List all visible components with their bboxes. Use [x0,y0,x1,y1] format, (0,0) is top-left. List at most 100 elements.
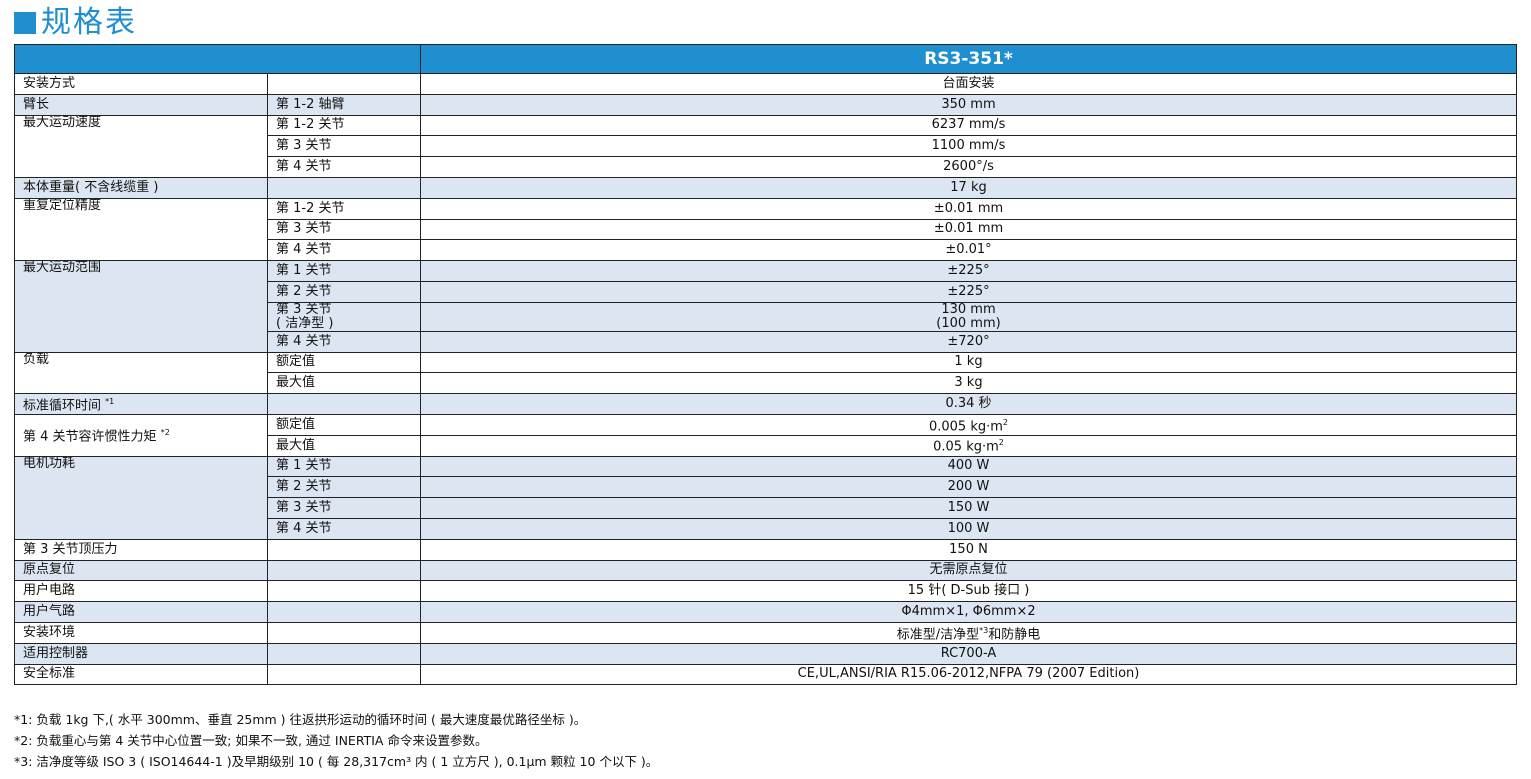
spec-label: 安全标准 [14,663,268,686]
table-row: 第 3 关节 1100 mm/s [15,135,1517,158]
spec-label: 用户电路 [14,580,268,603]
spec-value: 17 kg [420,176,1517,199]
table-row: 原点复位 无需原点复位 [14,559,1517,582]
table-row: 第 3 关节 150 W [15,497,1517,519]
spec-label: 电机功耗 [14,455,268,540]
spec-value: ±720° [420,330,1517,353]
footnote-marker: *3 [979,625,989,635]
table-row: 第 3 关节 ( 洁净型 ) 130 mm (100 mm) [15,301,1517,332]
spec-sublabel: 第 4 关节 [267,156,421,178]
spec-sublabel: 第 4 关节 [267,517,421,540]
spec-sublabel [267,559,421,582]
spec-value: 台面安装 [420,73,1517,95]
spec-label: 第 3 关节顶压力 [14,538,268,561]
spec-label: 原点复位 [14,559,268,582]
table-row: 安全标准 CE,UL,ANSI/RIA R15.06-2012,NFPA 79 … [14,663,1517,686]
table-row: 重复定位精度 第 1-2 关节 ±0.01 mm [14,197,1517,262]
spec-value-text: 标准型/洁净型 [896,626,980,642]
spec-label: 第 4 关节容许惯性力矩 *2 [14,413,268,457]
spec-sublabel [267,601,421,623]
table-row: 最大值 0.05 kg·m2 [15,434,1517,457]
spec-label: 适用控制器 [14,642,268,665]
spec-value: 130 mm (100 mm) [420,301,1517,332]
spec-value: 3 kg [420,372,1517,395]
spec-table: RS3-351* 安装方式 台面安装 臂长 第 1-2 轴臂 350 mm 最大… [14,44,1517,686]
spec-value: ±0.01 mm [420,218,1517,241]
spec-value: 350 mm [420,93,1517,116]
spec-sublabel: 额定值 [267,351,421,374]
spec-value: CE,UL,ANSI/RIA R15.06-2012,NFPA 79 (2007… [420,663,1517,686]
table-header-row: RS3-351* [14,44,1517,74]
table-row: 电机功耗 第 1 关节 400 W [14,455,1517,540]
spec-value-tail: 和防静电 [988,626,1041,642]
table-row: 第 4 关节 100 W [15,517,1517,540]
spec-value: ±0.01 mm [420,197,1517,220]
spec-label: 负载 [14,351,268,395]
spec-sublabel: 第 1 关节 [267,455,421,478]
spec-sublabel: 第 3 关节 [267,135,421,158]
spec-value: 1100 mm/s [420,135,1517,158]
footnotes: *1: 负载 1kg 下,( 水平 300mm、垂直 25mm ) 往返拱形运动… [14,709,658,772]
spec-sublabel [267,580,421,603]
table-row: 第 2 关节 200 W [15,476,1517,499]
table-row: 第 3 关节顶压力 150 N [14,538,1517,561]
spec-value: ±225° [420,260,1517,282]
spec-value: ±0.01° [420,239,1517,262]
spec-sublabel: 第 3 关节 [267,497,421,519]
footnote-2: *2: 负载重心与第 4 关节中心位置一致; 如果不一致, 通过 INERTIA… [14,733,488,748]
footnote-marker: *2 [160,428,170,438]
spec-sublabel [267,393,421,415]
spec-value: 1 kg [420,351,1517,374]
footnote-1: *1: 负载 1kg 下,( 水平 300mm、垂直 25mm ) 往返拱形运动… [14,712,587,727]
spec-sublabel-line2: ( 洁净型 ) [276,315,334,331]
spec-value: 6237 mm/s [420,114,1517,137]
spec-sublabel: 第 2 关节 [267,476,421,499]
title-square-icon [14,12,36,34]
spec-sublabel [267,538,421,561]
spec-value: ±225° [420,280,1517,303]
page-title: 规格表 [14,4,137,42]
spec-value-text: 0.005 kg·m [928,419,1003,435]
spec-label: 最大运动速度 [14,114,268,178]
spec-value-text: 0.05 kg·m [933,439,999,455]
footnote-3: *3: 洁净度等级 ISO 3 ( ISO14644-1 )及早期级别 10 (… [14,754,659,769]
spec-value-line2: (100 mm) [936,315,1001,331]
spec-value: 15 针( D-Sub 接口 ) [420,580,1517,603]
spec-sublabel: 最大值 [267,372,421,395]
table-row: 负载 额定值 1 kg [14,351,1517,395]
table-row: 最大运动范围 第 1 关节 ±225° [14,260,1517,353]
spec-sublabel: 第 4 关节 [267,330,421,353]
table-row: 第 4 关节容许惯性力矩 *2 额定值 0.005 kg·m2 [14,413,1517,457]
spec-value: 0.34 秒 [420,393,1517,415]
header-model-cell: RS3-351* [420,44,1517,74]
table-row: 安装环境 标准型/洁净型*3和防静电 [14,621,1517,644]
spec-sublabel: 最大值 [267,434,421,457]
spec-label: 安装方式 [14,73,268,95]
spec-value: RC700-A [420,642,1517,665]
spec-sublabel-line1: 第 3 关节 [276,302,332,317]
spec-value-line1: 130 mm [941,302,996,317]
superscript: 2 [1002,417,1009,427]
spec-value: Φ4mm×1, Φ6mm×2 [420,601,1517,623]
table-row: 本体重量( 不含线缆重 ) 17 kg [14,176,1517,199]
spec-sublabel: 第 2 关节 [267,280,421,303]
spec-value: 150 N [420,538,1517,561]
spec-sublabel: 第 3 关节 [267,218,421,241]
spec-label: 标准循环时间 *1 [14,393,268,415]
spec-sublabel: 第 1 关节 [267,260,421,282]
spec-value: 200 W [420,476,1517,499]
spec-label: 用户气路 [14,601,268,623]
table-row: 最大运动速度 第 1-2 关节 6237 mm/s [14,114,1517,178]
table-row: 适用控制器 RC700-A [14,642,1517,665]
spec-sublabel [267,176,421,199]
spec-label-text: 标准循环时间 [23,398,102,414]
spec-sublabel [267,642,421,665]
spec-sublabel [267,621,421,644]
table-row: 标准循环时间 *1 0.34 秒 [14,393,1517,415]
footnote-marker: *1 [105,396,115,406]
page-title-text: 规格表 [41,5,137,40]
table-row: 第 4 关节 2600°/s [15,156,1517,178]
spec-value: 100 W [420,517,1517,540]
spec-sublabel [267,663,421,686]
spec-value: 0.005 kg·m2 [420,413,1517,436]
